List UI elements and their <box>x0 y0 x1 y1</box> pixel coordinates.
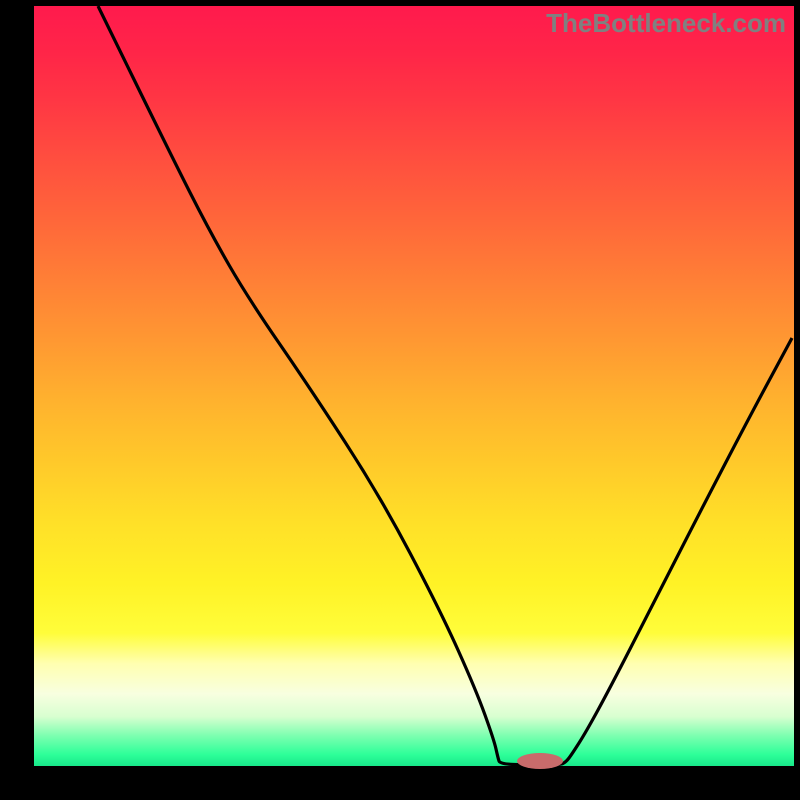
optimum-marker <box>517 753 563 769</box>
plot-svg <box>0 0 800 800</box>
watermark-text: TheBottleneck.com <box>546 8 786 39</box>
gradient-background <box>34 6 794 766</box>
bottleneck-chart: TheBottleneck.com <box>0 0 800 800</box>
